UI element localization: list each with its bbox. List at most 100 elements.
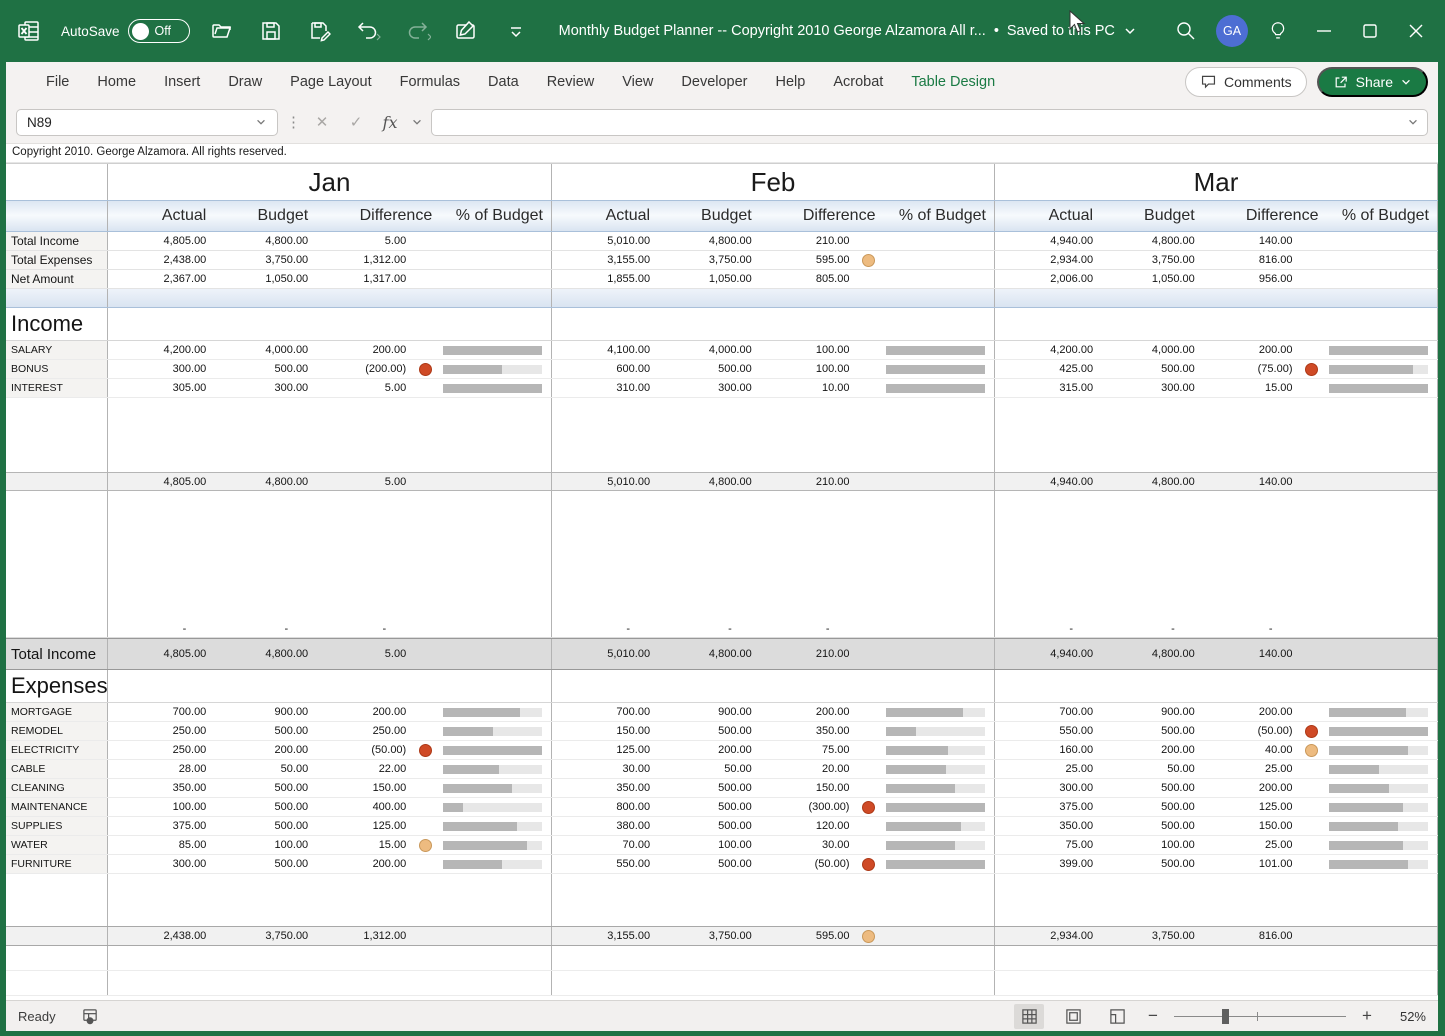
cell-pct-of-budget[interactable] (883, 473, 994, 490)
cell-difference[interactable]: 200.00 (760, 703, 884, 721)
cell-pct-of-budget[interactable] (883, 670, 994, 702)
cell-pct-of-budget[interactable] (883, 836, 994, 854)
row-label[interactable] (6, 946, 108, 970)
cell-difference[interactable]: 25.00 (1203, 836, 1327, 854)
cell-actual[interactable]: 425.00 (995, 363, 1101, 375)
cell-difference[interactable]: - (760, 621, 884, 637)
cell-budget[interactable]: 4,800.00 (214, 476, 316, 488)
cell-pct-of-budget[interactable] (1326, 836, 1437, 854)
cell-difference[interactable]: (50.00) (316, 741, 440, 759)
cell-budget[interactable]: 200.00 (1101, 744, 1203, 756)
cell-difference[interactable]: 20.00 (760, 760, 884, 778)
cell-difference[interactable] (1203, 289, 1327, 307)
cell-difference[interactable] (1203, 946, 1327, 970)
column-header[interactable]: Actual (552, 207, 658, 225)
cell-difference[interactable]: 200.00 (1203, 703, 1327, 721)
cell-difference[interactable]: 150.00 (760, 779, 884, 797)
row-label[interactable]: Expenses (6, 670, 108, 702)
cell-pct-of-budget[interactable] (1326, 741, 1437, 759)
cell-pct-of-budget[interactable] (883, 289, 994, 307)
zoom-in-button[interactable]: + (1360, 1006, 1374, 1026)
cell-budget[interactable]: 500.00 (658, 725, 760, 737)
column-header[interactable]: Difference (760, 207, 884, 225)
cell-actual[interactable]: 4,940.00 (995, 235, 1101, 247)
column-header[interactable]: % of Budget (1326, 207, 1437, 225)
cell-difference[interactable]: 140.00 (1203, 473, 1327, 490)
save-as-icon[interactable] (303, 16, 337, 46)
cell-pct-of-budget[interactable] (1326, 341, 1437, 359)
cell-budget[interactable]: 1,050.00 (1101, 273, 1203, 285)
zoom-out-button[interactable]: − (1146, 1006, 1160, 1026)
cell-budget[interactable]: 500.00 (658, 363, 760, 375)
cell-actual[interactable]: 70.00 (552, 839, 658, 851)
cell-budget[interactable]: 4,000.00 (1101, 344, 1203, 356)
row-label[interactable]: SUPPLIES (6, 817, 108, 835)
ribbon-tab-page-layout[interactable]: Page Layout (276, 68, 385, 96)
comments-button[interactable]: Comments (1185, 67, 1307, 97)
cell-difference[interactable] (1203, 398, 1327, 472)
maximize-button[interactable] (1347, 9, 1393, 53)
cell-difference[interactable]: 400.00 (316, 798, 440, 816)
cell-difference[interactable]: (50.00) (760, 855, 884, 873)
cell-pct-of-budget[interactable] (440, 670, 551, 702)
cell-difference[interactable]: 5.00 (316, 473, 440, 490)
cell-difference[interactable]: 5.00 (316, 639, 440, 669)
share-button[interactable]: Share (1317, 67, 1428, 97)
month-header[interactable]: Jan (108, 164, 552, 200)
account-avatar[interactable]: GA (1209, 9, 1255, 53)
cell-actual[interactable]: 1,855.00 (552, 273, 658, 285)
cell-budget[interactable]: 500.00 (214, 363, 316, 375)
cell-budget[interactable]: 1,050.00 (214, 273, 316, 285)
cell-difference[interactable]: 805.00 (760, 270, 884, 288)
cell-pct-of-budget[interactable] (1326, 232, 1437, 250)
cell-pct-of-budget[interactable] (1326, 621, 1437, 637)
row-label[interactable] (6, 398, 108, 472)
spreadsheet-grid[interactable]: JanFebMarActualBudgetDifference% of Budg… (6, 163, 1438, 1000)
cell-pct-of-budget[interactable] (883, 927, 994, 945)
cell-difference[interactable]: 150.00 (1203, 817, 1327, 835)
cell-actual[interactable]: 250.00 (108, 744, 214, 756)
cell-actual[interactable]: 350.00 (552, 782, 658, 794)
row-label[interactable]: REMODEL (6, 722, 108, 740)
cell-difference[interactable]: 75.00 (760, 741, 884, 759)
cell-pct-of-budget[interactable] (883, 817, 994, 835)
cell-budget[interactable]: 500.00 (658, 858, 760, 870)
autosave-control[interactable]: AutoSave Off (61, 19, 190, 43)
cell-actual[interactable]: 550.00 (995, 725, 1101, 737)
cell-actual[interactable]: 550.00 (552, 858, 658, 870)
cell-pct-of-budget[interactable] (440, 232, 551, 250)
cell-difference[interactable] (760, 971, 884, 995)
cell-difference[interactable] (316, 874, 440, 926)
cell-difference[interactable]: 595.00 (760, 927, 884, 945)
cell-pct-of-budget[interactable] (440, 360, 551, 378)
cell-budget[interactable]: - (658, 623, 760, 635)
cell-budget[interactable]: 200.00 (658, 744, 760, 756)
cell-actual[interactable]: 3,155.00 (552, 254, 658, 266)
cell-difference[interactable] (760, 670, 884, 702)
confirm-entry-icon[interactable]: ✓ (343, 113, 369, 131)
cell-budget[interactable]: 3,750.00 (214, 254, 316, 266)
cell-pct-of-budget[interactable] (440, 836, 551, 854)
column-header[interactable]: % of Budget (883, 207, 994, 225)
ribbon-tab-review[interactable]: Review (533, 68, 609, 96)
cell-actual[interactable]: 2,006.00 (995, 273, 1101, 285)
cell-budget[interactable]: 3,750.00 (1101, 254, 1203, 266)
cell-actual[interactable]: 100.00 (108, 801, 214, 813)
cell-actual[interactable]: 2,934.00 (995, 930, 1101, 942)
cell-difference[interactable] (760, 289, 884, 307)
cell-pct-of-budget[interactable] (883, 639, 994, 669)
cell-difference[interactable]: (50.00) (1203, 722, 1327, 740)
cell-actual[interactable]: 300.00 (995, 782, 1101, 794)
cell-actual[interactable]: 3,155.00 (552, 930, 658, 942)
cell-pct-of-budget[interactable] (1326, 639, 1437, 669)
macro-record-icon[interactable] (82, 1008, 99, 1025)
column-header[interactable]: Actual (995, 207, 1101, 225)
cell-budget[interactable]: 100.00 (658, 839, 760, 851)
row-label[interactable]: Total Income (6, 232, 108, 250)
cell-actual[interactable]: 2,934.00 (995, 254, 1101, 266)
cell-budget[interactable]: 500.00 (1101, 782, 1203, 794)
ribbon-tab-view[interactable]: View (608, 68, 667, 96)
cell-actual[interactable]: 2,438.00 (108, 930, 214, 942)
column-header[interactable]: Difference (1203, 207, 1327, 225)
cell-actual[interactable]: 250.00 (108, 725, 214, 737)
